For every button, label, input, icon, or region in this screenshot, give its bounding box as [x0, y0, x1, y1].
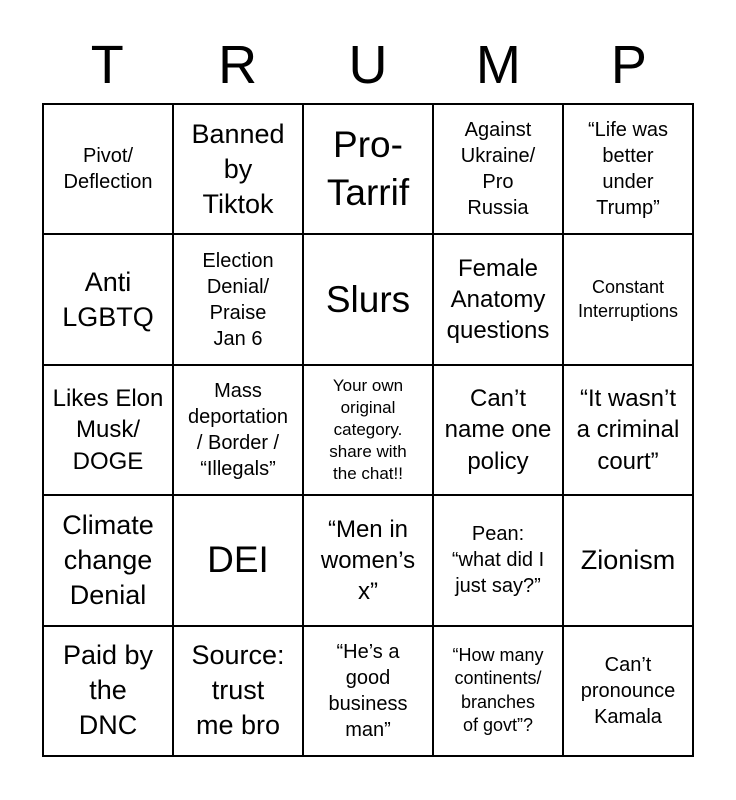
bingo-cell-r5c4[interactable]: “How many continents/ branches of govt”? [433, 625, 563, 756]
bingo-cell-text: “Men in women’s x” [320, 515, 416, 605]
bingo-cell-r2c3[interactable]: Slurs [303, 234, 433, 365]
card-title: T R U M P [42, 38, 694, 92]
title-letter-m: M [475, 35, 521, 95]
bingo-cell-text: Zionism [580, 544, 676, 575]
bingo-cell-text: Pivot/ Deflection [63, 145, 153, 194]
bingo-cell-text: Your own original category. share with t… [329, 375, 407, 484]
bingo-cell-r1c5[interactable]: “Life was better under Trump” [563, 104, 693, 235]
bingo-cell-text: “He’s a good business man” [328, 640, 408, 741]
bingo-cell-r1c2[interactable]: Banned by Tiktok [173, 104, 303, 235]
bingo-cell-r3c3[interactable]: Your own original category. share with t… [303, 364, 433, 496]
title-letter-r: R [218, 35, 258, 95]
bingo-cell-text: Pro- Tarrif [326, 124, 410, 214]
bingo-cell-r5c1[interactable]: Paid by the DNC [43, 625, 173, 756]
bingo-cell-text: DEI [207, 539, 269, 581]
bingo-cell-text: “It wasn’t a criminal court” [576, 385, 680, 475]
bingo-cell-text: “How many continents/ branches of govt”? [452, 645, 544, 736]
bingo-cell-text: Anti LGBTQ [62, 266, 154, 332]
bingo-cell-r1c1[interactable]: Pivot/ Deflection [43, 104, 173, 235]
bingo-cell-r4c3[interactable]: “Men in women’s x” [303, 495, 433, 626]
bingo-cell-r4c4[interactable]: Pean: “what did I just say?” [433, 495, 563, 626]
bingo-cell-r2c5[interactable]: Constant Interruptions [563, 234, 693, 365]
bingo-cell-text: Can’t name one policy [444, 385, 552, 475]
bingo-cell-r3c2[interactable]: Mass deportation / Border / “Illegals” [173, 364, 303, 496]
bingo-cell-r4c2[interactable]: DEI [173, 495, 303, 626]
bingo-cell-r2c1[interactable]: Anti LGBTQ [43, 234, 173, 365]
bingo-cell-text: Can’t pronounce Kamala [580, 653, 676, 728]
bingo-cell-text: Banned by Tiktok [191, 118, 285, 219]
bingo-cell-text: Climate change Denial [62, 509, 154, 610]
bingo-cell-text: Source: trust me bro [191, 640, 285, 741]
bingo-cell-text: Mass deportation / Border / “Illegals” [187, 379, 289, 480]
title-letter-t: T [90, 35, 124, 95]
bingo-cell-text: Against Ukraine/ Pro Russia [460, 119, 536, 220]
bingo-cell-r3c4[interactable]: Can’t name one policy [433, 364, 563, 496]
bingo-cell-text: Paid by the DNC [62, 640, 154, 741]
title-letter-u: U [348, 35, 388, 95]
bingo-cell-text: Pean: “what did I just say?” [451, 523, 545, 598]
bingo-cell-text: Female Anatomy questions [446, 254, 550, 345]
bingo-cell-text: Constant Interruptions [577, 277, 679, 321]
bingo-cell-text: “Life was better under Trump” [587, 119, 669, 220]
bingo-cell-r4c1[interactable]: Climate change Denial [43, 495, 173, 626]
title-letter-p: P [610, 35, 647, 95]
bingo-cell-r2c2[interactable]: Election Denial/ Praise Jan 6 [173, 234, 303, 365]
bingo-cell-r1c3[interactable]: Pro- Tarrif [303, 104, 433, 235]
bingo-cell-r5c5[interactable]: Can’t pronounce Kamala [563, 625, 693, 756]
bingo-cell-r5c3[interactable]: “He’s a good business man” [303, 625, 433, 756]
bingo-cell-r3c1[interactable]: Likes Elon Musk/ DOGE [43, 364, 173, 496]
bingo-cell-text: Election Denial/ Praise Jan 6 [202, 249, 274, 350]
bingo-grid: Pivot/ Deflection Banned by Tiktok Pro- … [42, 103, 694, 757]
bingo-cell-r2c4[interactable]: Female Anatomy questions [433, 234, 563, 365]
bingo-cell-r1c4[interactable]: Against Ukraine/ Pro Russia [433, 104, 563, 235]
bingo-cell-text: Likes Elon Musk/ DOGE [52, 385, 164, 475]
bingo-cell-r3c5[interactable]: “It wasn’t a criminal court” [563, 364, 693, 496]
bingo-cell-r4c5[interactable]: Zionism [563, 495, 693, 626]
bingo-cell-text: Slurs [325, 278, 411, 320]
bingo-cell-r5c2[interactable]: Source: trust me bro [173, 625, 303, 756]
